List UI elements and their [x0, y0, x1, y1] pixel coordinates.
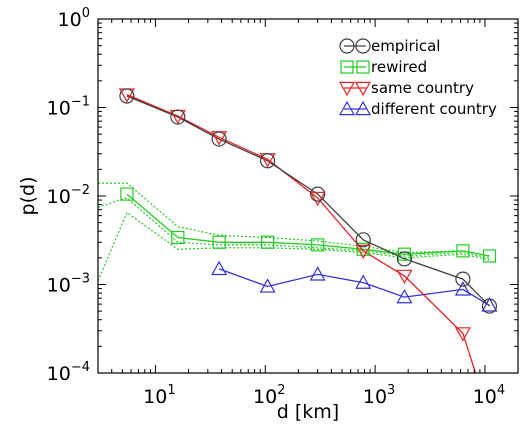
rewired-series-line: [126, 193, 490, 257]
legend-marker-empirical: [355, 38, 371, 54]
x-tick-label: 103: [363, 383, 395, 408]
legend-label-same-country: same country: [371, 79, 474, 97]
legend-label-empirical: empirical: [371, 37, 440, 55]
empirical-point: [259, 153, 276, 169]
rewired-band-line-2: [98, 211, 490, 282]
empirical-point: [119, 88, 135, 104]
y-tick-label: 10−3: [47, 272, 90, 297]
same-country-series-line: [126, 94, 477, 373]
y-tick-label: 10−2: [47, 183, 90, 208]
legend-label-different-country: different country: [371, 100, 497, 118]
x-axis-label: d [km]: [277, 401, 339, 423]
legend-marker-rewired: [340, 60, 354, 74]
empirical-point: [455, 271, 471, 287]
rewired-band-line-1: [98, 197, 490, 259]
rewired-point: [482, 249, 497, 263]
same-country-point: [396, 269, 413, 285]
different-country-point: [355, 274, 372, 289]
different-country-point: [454, 281, 471, 296]
empirical-point: [310, 186, 326, 202]
x-tick-label: 101: [143, 383, 175, 408]
different-country-point: [396, 288, 413, 304]
rewired-point: [456, 244, 470, 258]
legend-marker-different-country: [354, 100, 372, 116]
rewired-point: [212, 235, 226, 249]
same-country-point: [355, 244, 372, 260]
rewired-point: [171, 230, 185, 245]
legend-marker-different-country: [338, 100, 356, 116]
empirical-point: [481, 298, 498, 314]
axis-ticks: 101 102 103 104 10−4 10−3 10−2 10−1 100: [47, 6, 519, 408]
empirical-point: [170, 109, 186, 125]
rewired-point: [356, 242, 370, 256]
legend-marker-same-country: [338, 81, 356, 97]
different-country-point: [211, 260, 228, 276]
y-tick-label: 10−4: [47, 360, 90, 385]
plot-area: [98, 88, 498, 373]
different-country-series-line: [218, 268, 490, 306]
y-tick-label: 10−1: [47, 95, 90, 120]
y-tick-label: 100: [58, 6, 90, 31]
rewired-point: [311, 238, 325, 252]
rewired-point: [260, 235, 275, 249]
legend: empirical rewired same country different co…: [338, 37, 497, 118]
rewired-band-line-0: [98, 182, 490, 257]
empirical-point: [396, 251, 413, 267]
legend-label-rewired: rewired: [371, 58, 427, 76]
different-country-point: [309, 266, 326, 281]
empirical-point: [211, 131, 227, 147]
legend-marker-empirical: [339, 38, 355, 54]
legend-marker-same-country: [354, 81, 372, 97]
different-country-point: [481, 297, 498, 312]
x-tick-label: 102: [253, 383, 285, 408]
y-axis-label: p(d): [17, 177, 39, 216]
empirical-point: [355, 232, 371, 248]
x-tick-label: 104: [473, 383, 505, 408]
same-country-point: [454, 327, 471, 342]
same-country-point: [309, 191, 326, 207]
legend-marker-rewired: [356, 60, 370, 74]
different-country-point: [259, 278, 276, 293]
empirical-series-line: [126, 95, 490, 307]
rewired-point: [120, 187, 134, 201]
